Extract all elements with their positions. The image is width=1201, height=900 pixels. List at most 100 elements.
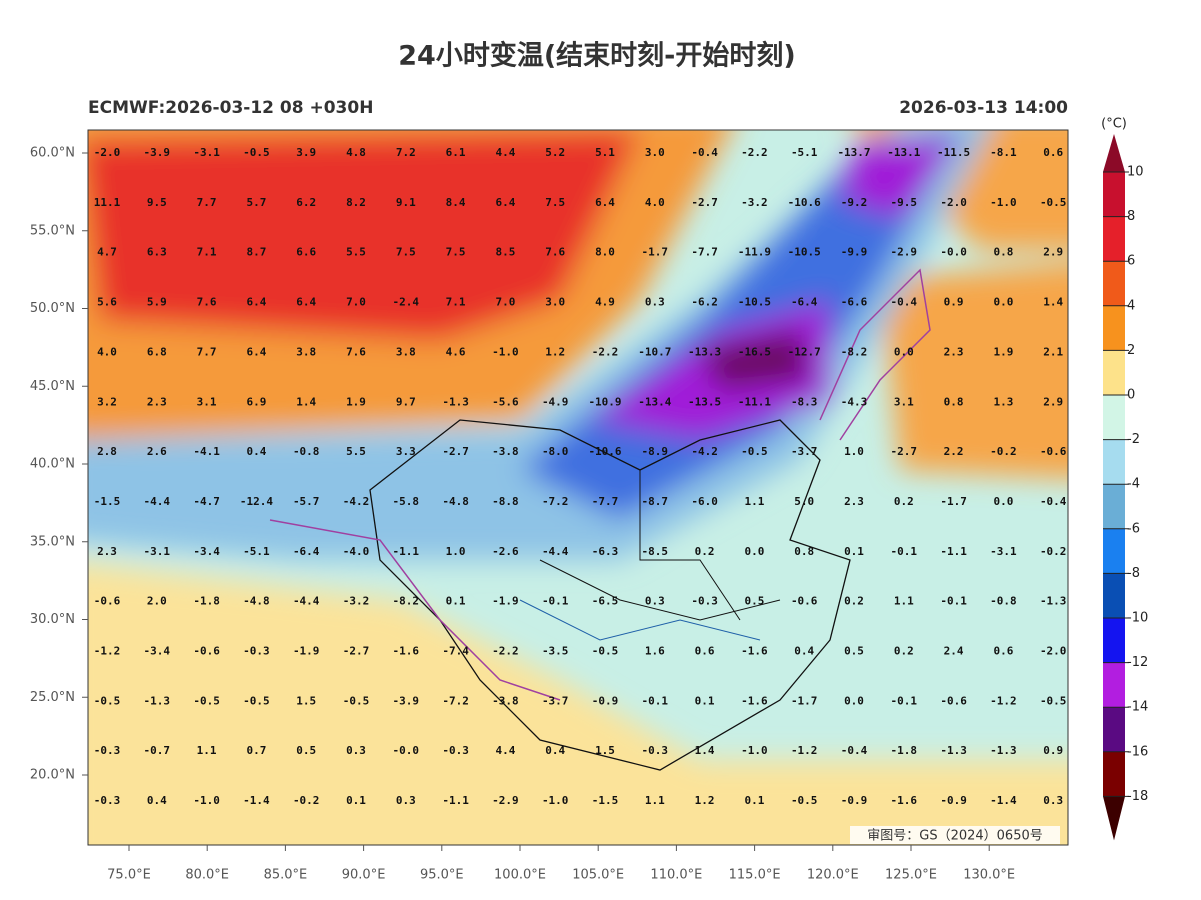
- grid-value: -3.8: [492, 694, 519, 707]
- value-grid: -2.0 -3.9 -3.1 -0.5 3.9 4.8 7.2 6.1 4.4 5.2 5.1 3.0…: [94, 146, 1067, 807]
- colorbar: (°C) 10 8 6 4 2 0 -2 -4 -6 -8 -10 -12 -14 -16 -18: [1101, 117, 1148, 841]
- grid-value: 9.1: [396, 196, 416, 209]
- grid-value: 6.3: [147, 246, 167, 259]
- grid-value: 7.0: [346, 296, 366, 309]
- grid-value: 2.2: [944, 445, 964, 458]
- grid-value: -2.2: [592, 345, 619, 358]
- grid-value: -5.6: [492, 395, 519, 408]
- grid-value: -1.2: [791, 744, 818, 757]
- colorbar-segment: [1103, 216, 1125, 262]
- grid-value: -0.3: [243, 645, 270, 658]
- grid-value: 0.9: [1043, 744, 1063, 757]
- lat-label: 30.0°N: [30, 612, 75, 627]
- lon-label: 110.0°E: [650, 868, 702, 883]
- grid-value: 0.3: [645, 296, 665, 309]
- grid-value: -1.8: [891, 744, 918, 757]
- grid-value: -13.7: [837, 146, 870, 159]
- grid-value: -1.5: [94, 495, 121, 508]
- grid-value: -6.4: [293, 545, 320, 558]
- grid-value: 2.6: [147, 445, 167, 458]
- grid-value: 0.4: [246, 445, 266, 458]
- grid-value: -6.4: [791, 296, 818, 309]
- grid-value: 1.4: [695, 744, 715, 757]
- grid-value: -1.7: [940, 495, 967, 508]
- grid-value: -3.9: [393, 694, 420, 707]
- grid-value: -9.2: [841, 196, 868, 209]
- grid-value: -0.3: [94, 744, 121, 757]
- colorbar-segment: [1103, 662, 1125, 708]
- grid-value: 0.3: [396, 794, 416, 807]
- grid-value: 7.7: [197, 196, 217, 209]
- grid-value: 6.9: [246, 395, 266, 408]
- grid-value: 6.4: [296, 296, 316, 309]
- grid-value: 1.0: [446, 545, 466, 558]
- map-field: [88, 130, 1068, 845]
- grid-value: -0.5: [741, 445, 768, 458]
- grid-value: 5.7: [246, 196, 266, 209]
- colorbar-segment: [1103, 707, 1125, 752]
- colorbar-label: -12: [1127, 655, 1148, 670]
- grid-value: -4.2: [343, 495, 370, 508]
- grid-value: -12.7: [788, 345, 821, 358]
- grid-value: -1.7: [791, 694, 818, 707]
- grid-value: -8.3: [791, 395, 818, 408]
- grid-value: -0.8: [990, 595, 1017, 608]
- valid-time: 2026-03-13 14:00: [899, 98, 1068, 118]
- grid-value: 0.0: [894, 345, 914, 358]
- grid-value: 0.0: [744, 545, 764, 558]
- grid-value: 3.1: [197, 395, 217, 408]
- grid-value: -1.5: [592, 794, 619, 807]
- grid-value: 7.6: [545, 246, 565, 259]
- grid-value: 0.1: [844, 545, 864, 558]
- colorbar-segment: [1103, 484, 1125, 529]
- grid-value: -1.4: [990, 794, 1017, 807]
- grid-value: 5.1: [595, 146, 615, 159]
- grid-value: -0.5: [193, 694, 220, 707]
- grid-value: 7.1: [197, 246, 217, 259]
- grid-value: 2.8: [97, 445, 117, 458]
- lon-label: 115.0°E: [729, 868, 781, 883]
- grid-value: 8.2: [346, 196, 366, 209]
- grid-value: 3.8: [296, 345, 316, 358]
- grid-value: 3.3: [396, 445, 416, 458]
- colorbar-segment: [1103, 618, 1125, 663]
- grid-value: 0.2: [844, 595, 864, 608]
- colorbar-segment: [1103, 751, 1125, 797]
- grid-value: -1.4: [243, 794, 270, 807]
- grid-value: -0.6: [791, 595, 818, 608]
- grid-value: 4.4: [495, 146, 515, 159]
- grid-value: 6.4: [595, 196, 615, 209]
- grid-value: 0.2: [894, 495, 914, 508]
- lon-label: 95.0°E: [420, 868, 464, 883]
- grid-value: -1.2: [990, 694, 1017, 707]
- grid-value: 3.8: [396, 345, 416, 358]
- grid-value: -2.0: [94, 146, 121, 159]
- colorbar-segment: [1103, 305, 1125, 351]
- lon-label: 80.0°E: [185, 868, 229, 883]
- grid-value: 4.6: [446, 345, 466, 358]
- grid-value: 0.5: [296, 744, 316, 757]
- grid-value: 0.3: [1043, 794, 1063, 807]
- grid-value: 8.4: [446, 196, 466, 209]
- grid-value: 4.9: [595, 296, 615, 309]
- colorbar-segment: [1103, 261, 1125, 306]
- grid-value: 7.5: [396, 246, 416, 259]
- grid-value: -0.5: [1040, 694, 1067, 707]
- grid-value: 3.0: [545, 296, 565, 309]
- grid-value: 4.0: [645, 196, 665, 209]
- grid-value: -7.4: [442, 645, 469, 658]
- colorbar-label: -2: [1127, 432, 1140, 447]
- colorbar-label: -14: [1127, 700, 1148, 715]
- colorbar-segment: [1103, 172, 1125, 217]
- grid-value: 7.5: [446, 246, 466, 259]
- grid-value: 2.3: [147, 395, 167, 408]
- grid-value: -0.6: [193, 645, 220, 658]
- grid-value: 3.1: [894, 395, 914, 408]
- grid-value: -0.5: [343, 694, 370, 707]
- colorbar-segment: [1103, 395, 1125, 440]
- grid-value: 1.4: [296, 395, 316, 408]
- grid-value: 1.2: [695, 794, 715, 807]
- grid-value: 8.5: [495, 246, 515, 259]
- grid-value: 0.8: [993, 246, 1013, 259]
